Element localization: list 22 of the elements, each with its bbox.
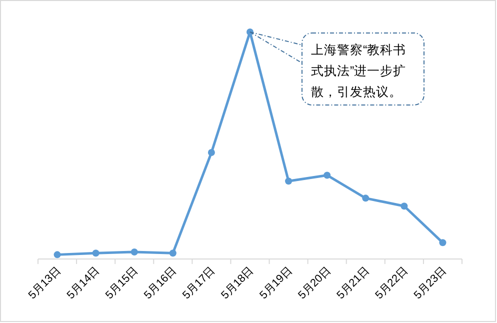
x-tick-label: 5月22日 bbox=[373, 264, 410, 302]
x-tick-label: 5月20日 bbox=[296, 264, 334, 302]
point bbox=[92, 250, 100, 257]
x-tick-label: 5月18日 bbox=[219, 264, 256, 302]
point bbox=[400, 202, 408, 210]
point bbox=[208, 149, 215, 156]
point bbox=[324, 172, 331, 179]
x-tick-label: 5月21日 bbox=[334, 264, 372, 302]
x-tick-label: 5月14日 bbox=[64, 264, 102, 302]
point bbox=[362, 194, 370, 202]
x-tick-label: 5月13日 bbox=[26, 264, 64, 302]
annotation: 上海警察“教科书式执法”进一步扩散，引发热议。 bbox=[311, 42, 406, 99]
x-tick-label: 5月16日 bbox=[142, 264, 180, 302]
point bbox=[285, 178, 292, 185]
point bbox=[130, 248, 138, 256]
x-tick-label: 5月15日 bbox=[103, 264, 140, 302]
x-tick-label: 5月17日 bbox=[180, 264, 218, 302]
point bbox=[169, 250, 176, 257]
x-tick-label: 5月19日 bbox=[258, 264, 295, 302]
point bbox=[54, 251, 61, 258]
point bbox=[439, 239, 446, 246]
x-tick-label: 5月23日 bbox=[412, 264, 449, 302]
